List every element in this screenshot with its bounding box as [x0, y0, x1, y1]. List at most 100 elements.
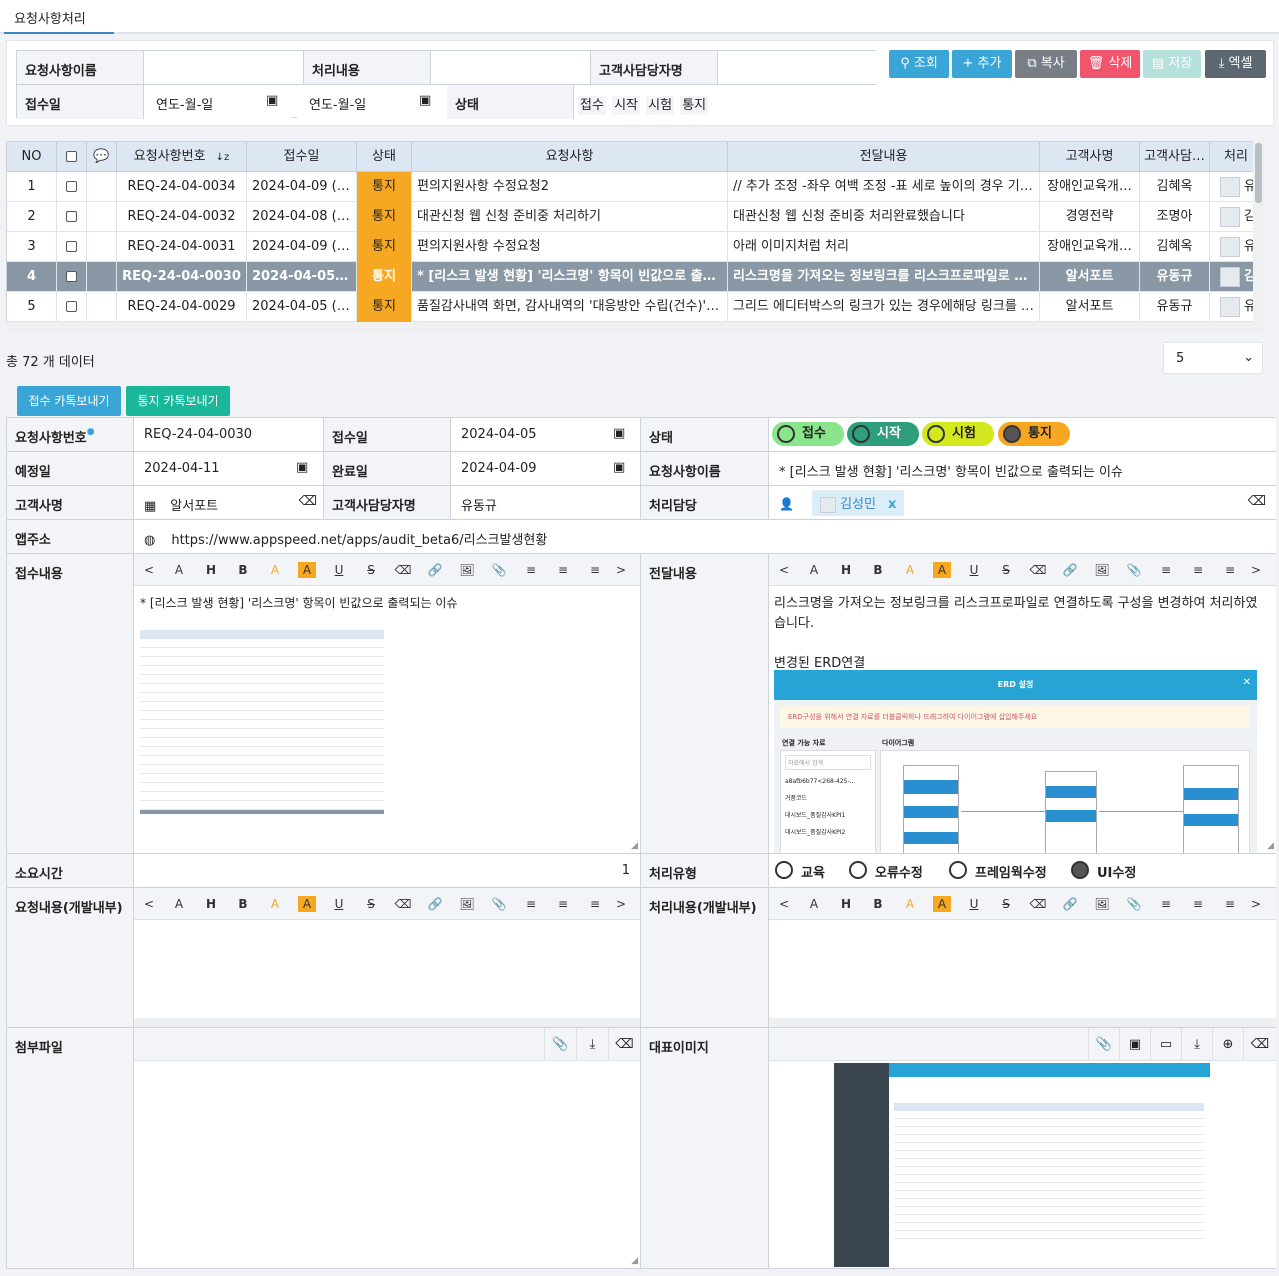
contact-form-value[interactable]: 유동규 [451, 486, 641, 520]
proc-input[interactable] [431, 51, 591, 85]
zoom-icon[interactable]: ⊕ [1212, 1028, 1243, 1061]
col-contact[interactable]: 고객사담… [1140, 142, 1210, 172]
row-checkbox[interactable] [66, 271, 77, 282]
recv-content-editor[interactable]: < A H B A A U S ⌫ 🔗 🖼 📎 ≡ ≡ ≡ > * [리스크 발생 현황] '리스크명' 항목… [134, 554, 641, 854]
status-pill-test[interactable]: 시험 [922, 422, 994, 446]
bg-color-icon[interactable]: A [298, 562, 316, 578]
align-right-icon[interactable]: ≡ [1224, 563, 1236, 577]
strike-icon[interactable]: S [1002, 563, 1010, 577]
col-check[interactable] [57, 142, 87, 172]
heading-icon[interactable]: H [840, 563, 852, 577]
table-row[interactable]: 5 REQ-24-04-0029 2024-04-05 (금) 통지 품질감사내역 화면… [7, 292, 1263, 322]
table-row[interactable]: 4 REQ-24-04-0030 2024-04-05 (금) 통지 * [리스크 발생… [7, 262, 1263, 292]
underline-icon[interactable]: U [969, 897, 979, 911]
download-icon[interactable]: ⤓ [1181, 1028, 1212, 1061]
prev-icon[interactable]: < [143, 897, 155, 911]
bg-color-icon[interactable]: A [933, 562, 951, 578]
align-center-icon[interactable]: ≡ [1192, 897, 1204, 911]
req-name-input[interactable] [144, 51, 304, 85]
paste-icon[interactable]: ▣ [1119, 1028, 1150, 1061]
type-radio-1[interactable] [849, 861, 867, 879]
table-row[interactable]: 3 REQ-24-04-0031 2024-04-09 (화) 통지 편의지원사항 수정… [7, 232, 1263, 262]
align-left-icon[interactable]: ≡ [1160, 897, 1172, 911]
grid-hscroll[interactable] [6, 322, 1253, 331]
link-icon[interactable]: 🔗 [1062, 897, 1078, 911]
recv-date-input[interactable]: 2024-04-05 ▣ [451, 418, 641, 452]
attach-icon[interactable]: 📎 [1126, 563, 1142, 577]
highlight-icon[interactable]: A [270, 897, 280, 911]
calendar-icon[interactable]: ▣ [613, 426, 626, 441]
highlight-icon[interactable]: A [270, 563, 280, 577]
underline-icon[interactable]: U [969, 563, 979, 577]
font-color-icon[interactable]: A [809, 563, 819, 577]
row-checkbox[interactable] [66, 241, 77, 252]
strike-icon[interactable]: S [1002, 897, 1010, 911]
kakao-notify-button[interactable]: 통지 카톡보내기 [126, 386, 230, 416]
save-button[interactable]: ▤ 저장 [1143, 50, 1201, 78]
calendar-icon[interactable]: ▣ [296, 460, 309, 475]
msg-editor[interactable]: < A H B A A U S ⌫ 🔗 🖼 📎 ≡ ≡ ≡ > 리스크명을 가져오는 정보링크를 리스크프로파… [769, 554, 1276, 854]
row-checkbox[interactable] [66, 181, 77, 192]
contact-input[interactable] [718, 51, 877, 85]
highlight-icon[interactable]: A [905, 897, 915, 911]
next-icon[interactable]: > [1250, 563, 1262, 577]
attach-icon[interactable]: 📎 [491, 897, 507, 911]
resize-handle-icon[interactable]: ◢ [631, 1256, 638, 1266]
font-color-icon[interactable]: A [174, 563, 184, 577]
handler-tag[interactable]: 김성민 x [812, 490, 905, 516]
next-icon[interactable]: > [615, 563, 627, 577]
col-status[interactable]: 상태 [357, 142, 412, 172]
row-checkbox[interactable] [66, 211, 77, 222]
underline-icon[interactable]: U [334, 897, 344, 911]
font-color-icon[interactable]: A [174, 897, 184, 911]
highlight-icon[interactable]: A [905, 563, 915, 577]
heading-icon[interactable]: H [205, 563, 217, 577]
col-date[interactable]: 접수일 [247, 142, 357, 172]
font-color-icon[interactable]: A [809, 897, 819, 911]
link-icon[interactable]: 🔗 [427, 897, 443, 911]
paperclip-icon[interactable]: 📎 [544, 1028, 576, 1061]
dev-req-editor[interactable]: < A H B A A U S ⌫ 🔗 🖼 📎 ≡ ≡ ≡ > [134, 888, 641, 1028]
attach-icon[interactable]: 📎 [1126, 897, 1142, 911]
delete-button[interactable]: 🗑 삭제 [1080, 50, 1140, 78]
calendar-icon[interactable]: ▣ [266, 93, 279, 108]
page-size-select[interactable]: 5 ⌄ [1163, 342, 1263, 374]
plan-date-input[interactable]: 2024-04-11 ▣ [134, 452, 324, 486]
editor-hscroll[interactable] [134, 1018, 640, 1027]
resize-handle-icon[interactable]: ◢ [1267, 841, 1274, 851]
align-center-icon[interactable]: ≡ [557, 897, 569, 911]
date-to-input[interactable]: 연도-월-일 ▣ [297, 85, 447, 119]
heading-icon[interactable]: H [205, 897, 217, 911]
image-icon[interactable]: 🖼 [459, 563, 475, 577]
app-url-input[interactable]: ◍ https://www.appspeed.net/apps/audit_bet… [134, 520, 1276, 554]
image-icon[interactable]: 🖼 [1094, 897, 1110, 911]
next-icon[interactable]: > [615, 897, 627, 911]
image-icon[interactable]: 🖼 [459, 897, 475, 911]
checkbox-all[interactable] [66, 151, 77, 162]
align-left-icon[interactable]: ≡ [525, 897, 537, 911]
bg-color-icon[interactable]: A [298, 896, 316, 912]
eraser-icon[interactable]: ⌫ [394, 563, 412, 577]
col-req-no[interactable]: 요청사항번호 ↓z [117, 142, 247, 172]
eraser-icon[interactable]: ⌫ [1029, 897, 1047, 911]
date-from-input[interactable]: 연도-월-일 ▣ [144, 85, 291, 119]
add-button[interactable]: + 추가 [952, 50, 1012, 78]
bg-color-icon[interactable]: A [933, 896, 951, 912]
status-opt-recv[interactable]: 접수 [578, 96, 606, 115]
eraser-icon[interactable]: ⌫ [1247, 494, 1266, 509]
excel-button[interactable]: ⤓ 엑셀 [1205, 50, 1266, 78]
type-radio-2[interactable] [949, 861, 967, 879]
link-icon[interactable]: 🔗 [427, 563, 443, 577]
search-button[interactable]: ⚲ 조회 [889, 50, 949, 78]
align-right-icon[interactable]: ≡ [589, 897, 601, 911]
dev-proc-editor[interactable]: < A H B A A U S ⌫ 🔗 🖼 📎 ≡ ≡ ≡ > [769, 888, 1276, 1028]
bold-icon[interactable]: B [238, 897, 248, 911]
table-row[interactable]: 2 REQ-24-04-0032 2024-04-08 (월) 통지 대관신청 웹 신청… [7, 202, 1263, 232]
col-message[interactable]: 전달내용 [728, 142, 1040, 172]
bold-icon[interactable]: B [873, 897, 883, 911]
status-opt-start[interactable]: 시작 [612, 96, 640, 115]
type-radio-0[interactable] [775, 861, 793, 879]
done-date-input[interactable]: 2024-04-09 ▣ [451, 452, 641, 486]
bold-icon[interactable]: B [873, 563, 883, 577]
underline-icon[interactable]: U [334, 563, 344, 577]
